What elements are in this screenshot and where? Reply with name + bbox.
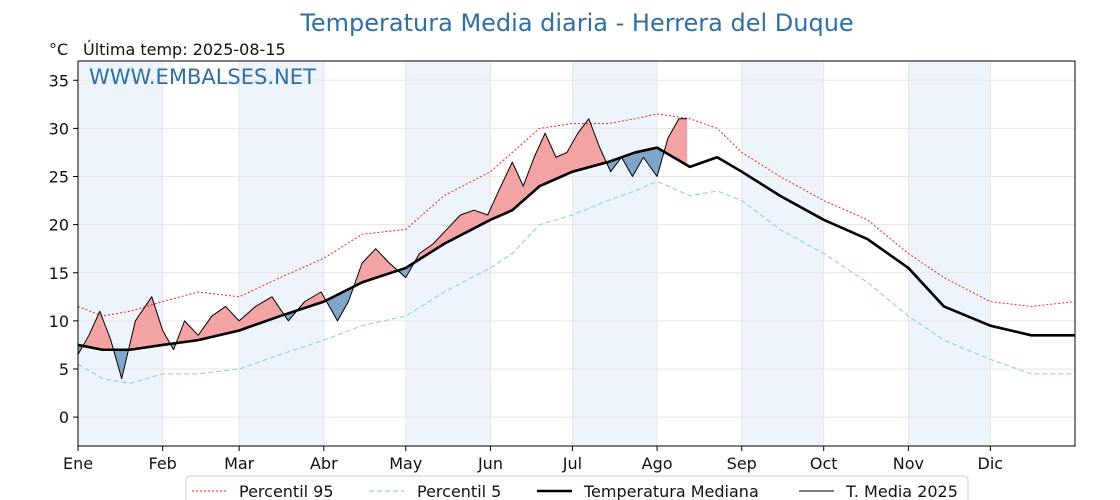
legend-label-current: T. Media 2025 (845, 482, 958, 500)
x-tick-label-mar: Mar (224, 454, 255, 473)
y-tick-label-10: 10 (49, 312, 69, 331)
x-tick-label-dic: Dic (978, 454, 1004, 473)
fill-above-11 (415, 118, 607, 262)
legend-box (185, 475, 969, 500)
fill-below-2 (114, 349, 129, 379)
month-band-4 (741, 61, 824, 446)
x-tick-label-ene: Ene (63, 454, 93, 473)
fill-below-12 (606, 157, 622, 172)
y-tick-label-20: 20 (49, 216, 69, 235)
fill-above-9 (353, 248, 399, 287)
x-axis-ticks: Ene Feb Mar Abr May Jun Jul Ago Sep Oct Nov Dic (63, 446, 1003, 473)
plot-frame (77, 60, 1076, 447)
y-unit-label: °C (49, 40, 68, 59)
y-tick-label-5: 5 (59, 360, 69, 379)
anomaly-fills (78, 118, 688, 379)
y-tick-label-30: 30 (49, 119, 69, 138)
x-tick-label-sep: Sep (727, 454, 757, 473)
legend-label-median: Temperatura Mediana (583, 482, 759, 500)
x-tick-label-ago: Ago (642, 454, 673, 473)
last-temp-label: Última temp: 2025-08-15 (83, 40, 286, 59)
month-band-0 (78, 61, 163, 446)
chart-title: Temperatura Media diaria - Herrera del D… (299, 9, 853, 37)
x-tick-label-nov: Nov (893, 454, 924, 473)
y-tick-label-0: 0 (59, 408, 69, 427)
month-band-2 (405, 61, 491, 446)
x-tick-label-abr: Abr (310, 454, 338, 473)
legend: Percentil 95 Percentil 5 Temperatura Med… (185, 475, 969, 500)
series-lines (77, 113, 1076, 385)
fill-above-7 (297, 292, 327, 311)
series-line-current (77, 118, 688, 380)
fill-below-8 (326, 286, 354, 321)
x-tick-label-jun: Jun (477, 454, 503, 473)
month-band-1 (239, 61, 324, 446)
fill-above-15 (665, 118, 688, 166)
fill-above-5 (176, 296, 285, 344)
month-band-3 (572, 61, 658, 446)
fill-above-3 (128, 296, 171, 350)
legend-label-p95: Percentil 95 (239, 482, 334, 500)
y-tick-label-25: 25 (49, 168, 69, 187)
series-line-median (77, 146, 1075, 352)
y-tick-label-35: 35 (49, 71, 69, 90)
series-line-p95 (77, 113, 1076, 317)
x-tick-label-oct: Oct (810, 454, 838, 473)
watermark: WWW.EMBALSES.NET (89, 65, 316, 89)
fill-below-14 (622, 147, 666, 177)
y-tick-label-15: 15 (49, 264, 69, 283)
month-band-5 (908, 61, 991, 446)
series-line-p5 (77, 180, 1075, 385)
fill-above-1 (83, 311, 115, 355)
x-tick-label-jul: Jul (562, 454, 582, 473)
x-tick-label-may: May (389, 454, 422, 473)
y-axis-ticks: 0 5 10 15 20 25 30 35 (49, 71, 78, 427)
legend-label-p5: Percentil 5 (417, 482, 501, 500)
x-tick-label-feb: Feb (149, 454, 177, 473)
month-bands (78, 61, 991, 446)
